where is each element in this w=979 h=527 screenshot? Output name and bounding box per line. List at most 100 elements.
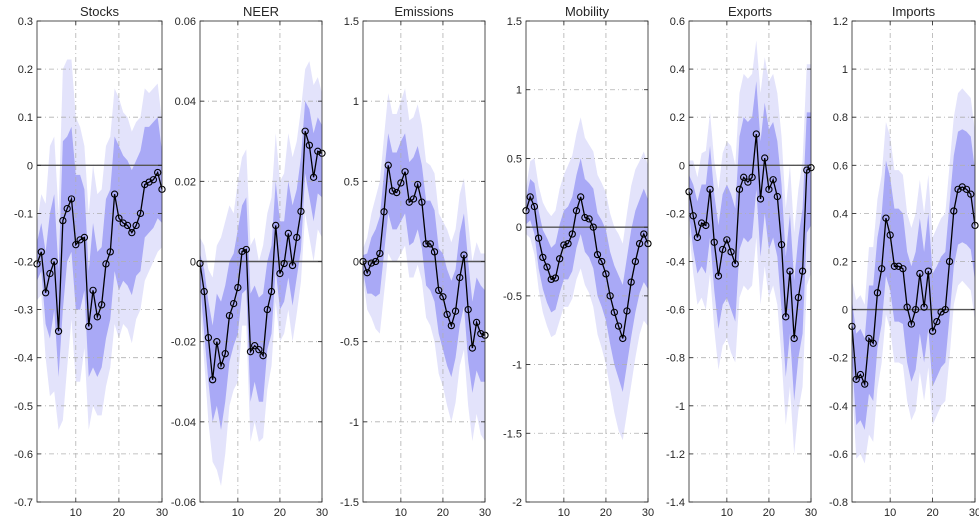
y-tick-label: -0.3 [14, 305, 33, 317]
data-point [619, 334, 627, 343]
y-tick-label: 1.5 [507, 16, 522, 28]
data-point [284, 229, 292, 238]
x-tick-label: 20 [274, 507, 286, 519]
panel-mobility: 1.5 1 0.5 0 -0.5 -1 -1.5 -2 10 20 30 Mobility [503, 4, 654, 519]
data-point [735, 185, 744, 193]
panel-title: Exports [728, 4, 773, 19]
y-tick-label: 0 [190, 257, 196, 269]
y-tick-label: -0.2 [666, 208, 685, 220]
y-tick-label: -0.02 [171, 337, 196, 349]
data-point [777, 241, 786, 249]
y-tick-label: 0.1 [18, 112, 33, 124]
panel-stocks: 0.3 0.2 0.1 0 -0.1 -0.2 -0.3 -0.4 -0.5 -0.6 -0.7 10… [14, 4, 168, 519]
y-tick-label: 0.2 [18, 64, 33, 76]
data-point [204, 334, 213, 342]
panel-imports: 1.2 1 0.8 0.6 0.4 0.2 0 -0.2 -0.4 -0.6 -0.8 10 20 30 I… [829, 4, 979, 519]
data-point [534, 234, 543, 242]
data-point [149, 176, 158, 184]
data-point [263, 305, 271, 314]
data-point [242, 245, 250, 254]
data-point [635, 239, 644, 248]
data-point [409, 195, 418, 203]
data-point [123, 221, 132, 230]
data-point [422, 240, 430, 248]
panel-exports: 0.6 0.4 0.2 0 -0.2 -0.4 -0.6 -0.8 -1 -1.2 -1.4 10 20… [666, 4, 817, 519]
data-point [589, 223, 597, 231]
data-point [706, 185, 714, 193]
y-tick-label: -0.6 [14, 449, 33, 461]
y-tick-label: -0.1 [14, 208, 33, 220]
y-tick-label: -1 [675, 401, 685, 413]
data-point [80, 233, 89, 242]
y-tick-label: 0.2 [833, 257, 848, 269]
y-tick-label: 0.2 [670, 112, 685, 124]
data-point [464, 305, 472, 314]
data-point [93, 313, 101, 321]
y-tick-label: 1 [516, 85, 522, 97]
panel-title: NEER [243, 4, 279, 19]
data-point [530, 202, 539, 211]
data-point [782, 313, 790, 321]
data-point [727, 248, 735, 256]
data-point [790, 334, 798, 343]
data-point [539, 253, 547, 262]
data-point [477, 329, 485, 338]
data-point [950, 207, 958, 215]
data-point [890, 262, 899, 270]
data-point [610, 308, 618, 316]
data-point [393, 188, 401, 197]
data-point [388, 187, 397, 195]
y-tick-label: -0.6 [666, 305, 685, 317]
data-point [560, 241, 568, 249]
data-point [102, 260, 110, 268]
y-tick-label: 1 [353, 96, 359, 108]
data-point [59, 216, 67, 225]
y-tick-label: 0.4 [833, 208, 848, 220]
y-tick-label: 0.06 [175, 16, 196, 28]
data-point [873, 289, 882, 297]
x-tick-label: 20 [926, 507, 938, 519]
data-point [606, 292, 614, 300]
confidence-band-68 [363, 133, 485, 393]
y-tick-label: -0.5 [14, 401, 33, 413]
data-point [907, 320, 916, 328]
y-tick-label: -1 [349, 417, 359, 429]
y-tick-label: 0.04 [175, 96, 196, 108]
data-point [234, 283, 242, 292]
y-tick-label: 0 [27, 160, 33, 172]
x-tick-label: 10 [721, 507, 733, 519]
y-tick-label: 0 [842, 305, 848, 317]
series-line-emissions [362, 165, 486, 349]
y-tick-label: -1.5 [340, 497, 359, 509]
data-point [41, 289, 50, 297]
data-point [786, 267, 794, 275]
data-point [363, 269, 371, 277]
data-point [765, 185, 773, 193]
data-point [689, 212, 697, 220]
data-point [773, 192, 781, 201]
data-point [710, 238, 718, 246]
panel-neer: 0.06 0.04 0.02 0 -0.02 -0.04 -0.06 10 20 30 NEER [171, 4, 328, 519]
data-point [551, 274, 560, 282]
panel-title: Mobility [565, 4, 610, 19]
y-tick-label: 1.5 [344, 16, 359, 28]
data-point [85, 322, 93, 331]
data-point [878, 265, 886, 273]
data-point [585, 215, 593, 223]
data-point [217, 362, 225, 370]
data-point [367, 259, 376, 267]
y-tick-label: -0.4 [829, 401, 848, 413]
y-tick-label: -0.06 [171, 497, 196, 509]
data-point [128, 228, 136, 237]
data-point [208, 376, 217, 384]
data-point [255, 346, 263, 354]
data-point [451, 307, 460, 315]
data-point [267, 287, 276, 296]
data-point [468, 344, 477, 352]
x-tick-label: 10 [232, 507, 244, 519]
data-point [752, 130, 760, 138]
data-point [945, 257, 954, 266]
confidence-band-68 [852, 129, 975, 430]
y-tick-label: -0.04 [171, 417, 196, 429]
y-tick-label: -0.7 [14, 497, 33, 509]
